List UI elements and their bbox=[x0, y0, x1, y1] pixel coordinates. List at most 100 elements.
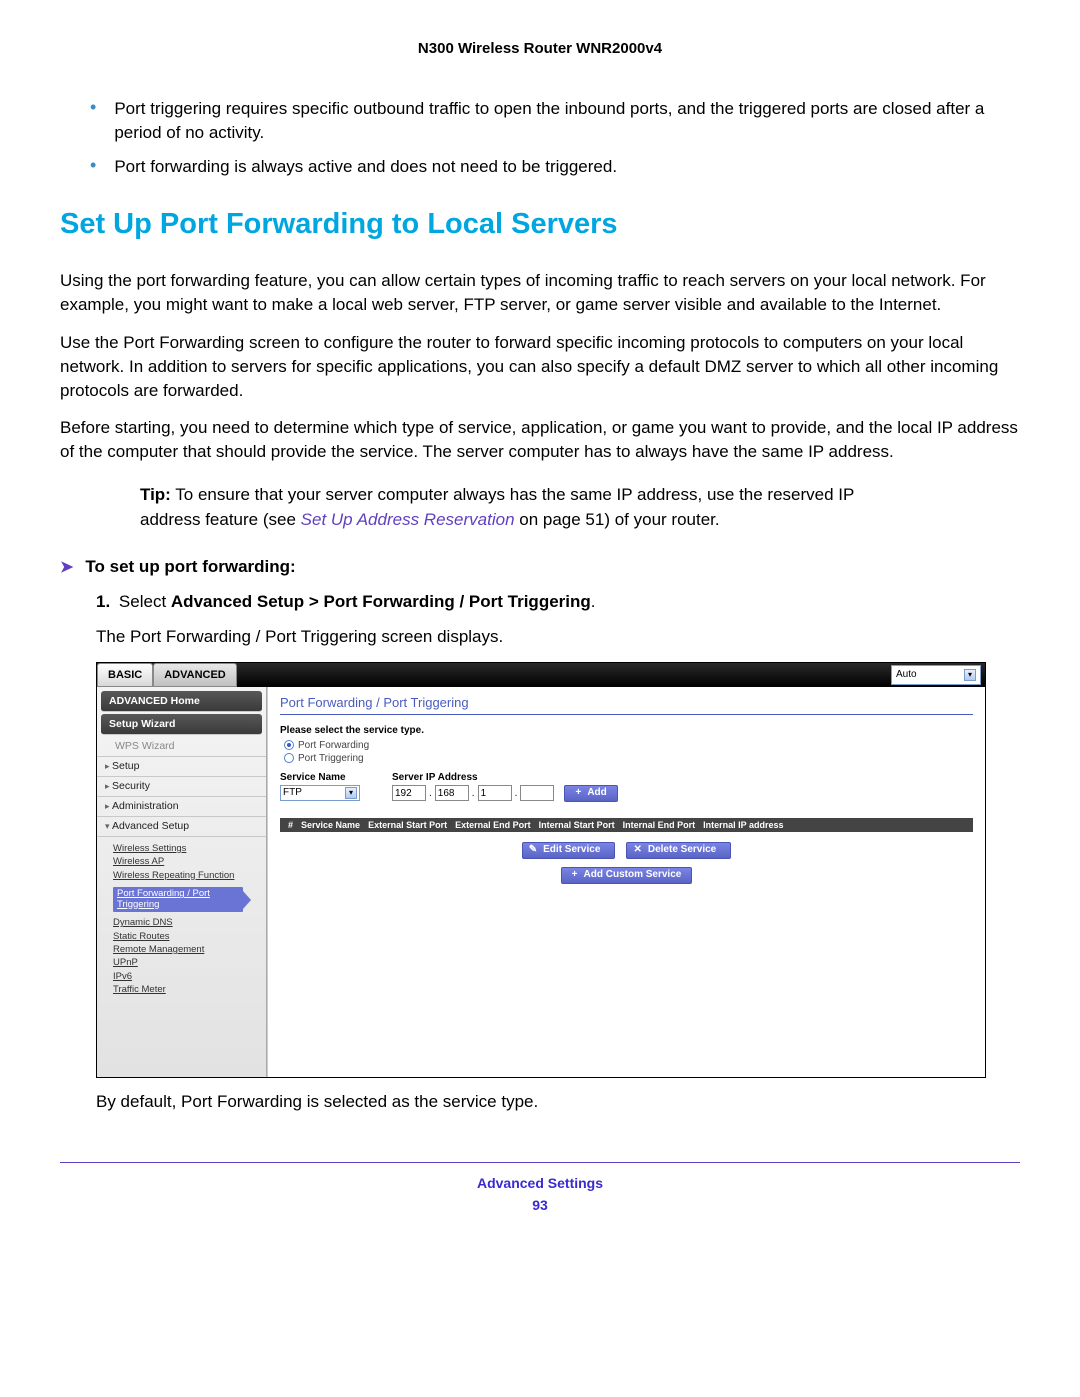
col-ext-start: External Start Port bbox=[364, 820, 451, 830]
col-index: # bbox=[284, 820, 297, 830]
language-select[interactable]: Auto ▾ bbox=[891, 665, 981, 685]
plus-icon: + bbox=[572, 869, 578, 880]
radio-port-triggering[interactable]: Port Triggering bbox=[284, 753, 973, 764]
col-service-name: Service Name bbox=[297, 820, 364, 830]
tip-block: Tip: To ensure that your server computer… bbox=[140, 482, 860, 533]
chevron-down-icon: ▾ bbox=[964, 669, 976, 681]
ip-dot: . bbox=[471, 788, 476, 799]
plus-icon: + bbox=[575, 787, 581, 798]
ip-dot: . bbox=[514, 788, 519, 799]
bullet-dot-icon: • bbox=[90, 97, 96, 145]
tab-basic[interactable]: BASIC bbox=[97, 663, 153, 687]
sidebar: ADVANCED Home Setup Wizard WPS Wizard Se… bbox=[97, 687, 267, 1077]
doc-header-title: N300 Wireless Router WNR2000v4 bbox=[60, 40, 1020, 57]
ip-dot: . bbox=[428, 788, 433, 799]
add-button-label: Add bbox=[587, 787, 606, 798]
sub-item-dynamic-dns[interactable]: Dynamic DNS bbox=[113, 918, 266, 928]
col-int-ip: Internal IP address bbox=[699, 820, 787, 830]
service-type-label: Please select the service type. bbox=[280, 725, 973, 736]
tip-label: Tip: bbox=[140, 485, 171, 504]
edit-service-button[interactable]: ✎Edit Service bbox=[522, 842, 616, 859]
ip-octet-1[interactable]: 192 bbox=[392, 785, 426, 801]
col-int-end: Internal End Port bbox=[619, 820, 700, 830]
sub-item-static-routes[interactable]: Static Routes bbox=[113, 932, 266, 942]
sub-item-wireless-ap[interactable]: Wireless AP bbox=[113, 857, 266, 867]
tab-advanced[interactable]: ADVANCED bbox=[153, 663, 237, 687]
add-button[interactable]: + Add bbox=[564, 785, 617, 802]
body-paragraph: Use the Port Forwarding screen to config… bbox=[60, 331, 1020, 402]
bullet-row: • Port forwarding is always active and d… bbox=[90, 155, 1020, 179]
sidebar-item-advanced-setup[interactable]: Advanced Setup bbox=[97, 817, 266, 837]
step-item: 1. Select Advanced Setup > Port Forwardi… bbox=[96, 589, 1020, 615]
col-int-start: Internal Start Port bbox=[535, 820, 619, 830]
pane-title: Port Forwarding / Port Triggering bbox=[280, 695, 973, 710]
sub-item-ipv6[interactable]: IPv6 bbox=[113, 972, 266, 982]
router-screenshot: BASIC ADVANCED Auto ▾ ADVANCED Home Setu… bbox=[96, 662, 986, 1078]
step-number: 1. bbox=[96, 592, 110, 611]
bullet-row: • Port triggering requires specific outb… bbox=[90, 97, 1020, 145]
footer-rule bbox=[60, 1162, 1020, 1163]
sub-item-traffic-meter[interactable]: Traffic Meter bbox=[113, 985, 266, 995]
sub-item-wireless-repeating[interactable]: Wireless Repeating Function bbox=[113, 871, 266, 881]
step-text: . bbox=[591, 592, 596, 611]
procedure-heading: ➤ To set up port forwarding: bbox=[60, 557, 1020, 577]
radio-label: Port Forwarding bbox=[298, 740, 369, 751]
tip-link[interactable]: Set Up Address Reservation bbox=[301, 510, 515, 529]
advanced-sub-list: Wireless Settings Wireless AP Wireless R… bbox=[97, 837, 266, 1003]
footer-page-number: 93 bbox=[60, 1197, 1020, 1213]
sidebar-item-admin[interactable]: Administration bbox=[97, 797, 266, 817]
sidebar-item-setup[interactable]: Setup bbox=[97, 757, 266, 777]
close-icon: ✕ bbox=[633, 844, 641, 855]
sidebar-item-wps[interactable]: WPS Wizard bbox=[97, 737, 266, 757]
router-top-bar: BASIC ADVANCED Auto ▾ bbox=[97, 663, 985, 687]
radio-label: Port Triggering bbox=[298, 753, 364, 764]
radio-icon bbox=[284, 740, 294, 750]
step-path: Advanced Setup > Port Forwarding / Port … bbox=[171, 592, 591, 611]
sub-item-upnp[interactable]: UPnP bbox=[113, 958, 266, 968]
sub-item-remote-management[interactable]: Remote Management bbox=[113, 945, 266, 955]
sidebar-item-security[interactable]: Security bbox=[97, 777, 266, 797]
bullet-text: Port triggering requires specific outbou… bbox=[114, 97, 1020, 145]
body-paragraph: Using the port forwarding feature, you c… bbox=[60, 269, 1020, 317]
pane-divider bbox=[280, 714, 973, 715]
router-body: ADVANCED Home Setup Wizard WPS Wizard Se… bbox=[97, 687, 985, 1077]
ip-octet-2[interactable]: 168 bbox=[435, 785, 469, 801]
ip-octet-3[interactable]: 1 bbox=[478, 785, 512, 801]
ip-input-row: 192. 168. 1. + Add bbox=[392, 785, 618, 802]
radio-icon bbox=[284, 753, 294, 763]
sidebar-item-home[interactable]: ADVANCED Home bbox=[101, 691, 262, 712]
sidebar-item-wizard[interactable]: Setup Wizard bbox=[101, 714, 262, 735]
action-row: ✎Edit Service ✕ Delete Service bbox=[280, 842, 973, 859]
chevron-down-icon: ▾ bbox=[345, 787, 357, 799]
main-pane: Port Forwarding / Port Triggering Please… bbox=[267, 687, 985, 1077]
step-list: 1. Select Advanced Setup > Port Forwardi… bbox=[96, 589, 1020, 650]
tip-text-after: on page 51) of your router. bbox=[515, 510, 720, 529]
section-heading: Set Up Port Forwarding to Local Servers bbox=[60, 208, 1020, 241]
custom-label: Add Custom Service bbox=[584, 869, 682, 880]
top-tabs: BASIC ADVANCED bbox=[97, 663, 237, 687]
radio-port-forwarding[interactable]: Port Forwarding bbox=[284, 740, 973, 751]
body-paragraph: Before starting, you need to determine w… bbox=[60, 416, 1020, 464]
language-value: Auto bbox=[896, 669, 917, 680]
add-custom-service-button[interactable]: + Add Custom Service bbox=[561, 867, 693, 884]
service-name-header: Service Name bbox=[280, 772, 360, 783]
procedure-heading-text: To set up port forwarding: bbox=[85, 557, 295, 577]
after-screenshot-text: By default, Port Forwarding is selected … bbox=[96, 1092, 1020, 1112]
sub-item-port-forwarding[interactable]: Port Forwarding / Port Triggering bbox=[113, 887, 243, 912]
sub-item-wireless-settings[interactable]: Wireless Settings bbox=[113, 844, 266, 854]
table-header-row: # Service Name External Start Port Exter… bbox=[280, 818, 973, 832]
step-text: Select bbox=[119, 592, 171, 611]
action-row-2: + Add Custom Service bbox=[280, 867, 973, 884]
intro-bullets: • Port triggering requires specific outb… bbox=[90, 97, 1020, 178]
service-name-col: Service Name FTP ▾ bbox=[280, 772, 360, 802]
service-name-value: FTP bbox=[283, 787, 302, 798]
footer-section-title: Advanced Settings bbox=[60, 1175, 1020, 1191]
pencil-icon: ✎ bbox=[529, 844, 537, 855]
service-name-select[interactable]: FTP ▾ bbox=[280, 785, 360, 801]
server-ip-col: Server IP Address 192. 168. 1. +Add bbox=[392, 772, 618, 802]
delete-service-button[interactable]: ✕ Delete Service bbox=[626, 842, 731, 859]
bullet-dot-icon: • bbox=[90, 155, 96, 179]
delete-label: Delete Service bbox=[648, 844, 716, 855]
col-ext-end: External End Port bbox=[451, 820, 535, 830]
ip-octet-4[interactable] bbox=[520, 785, 554, 801]
